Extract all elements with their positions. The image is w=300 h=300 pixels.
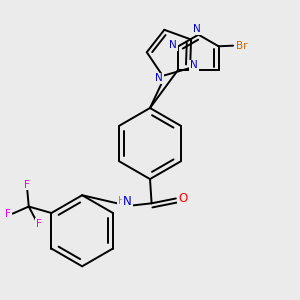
Text: O: O — [178, 192, 188, 205]
Text: Br: Br — [236, 40, 248, 51]
Text: F: F — [5, 208, 11, 219]
Text: N: N — [123, 195, 132, 208]
Text: N: N — [190, 60, 198, 70]
Text: N: N — [169, 40, 177, 50]
Text: F: F — [35, 219, 41, 229]
Text: N: N — [155, 74, 163, 83]
Text: N: N — [193, 25, 201, 34]
Text: H: H — [118, 196, 125, 206]
Text: F: F — [24, 180, 30, 190]
